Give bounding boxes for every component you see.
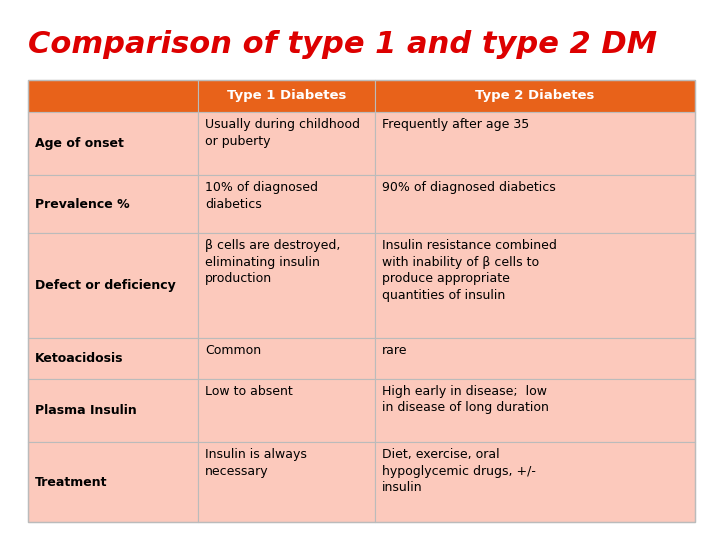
Text: Prevalence %: Prevalence % (35, 198, 130, 211)
Text: Type 1 Diabetes: Type 1 Diabetes (227, 90, 346, 103)
Bar (28, 442, 198, 522)
Text: 10% of diagnosed
diabetics: 10% of diagnosed diabetics (205, 181, 318, 211)
Bar (375, 442, 695, 522)
Text: Low to absent: Low to absent (205, 385, 293, 398)
Bar (28, 338, 198, 379)
Bar (375, 176, 695, 233)
Text: Insulin resistance combined
with inability of β cells to
produce appropriate
qua: Insulin resistance combined with inabili… (382, 239, 557, 301)
Bar (198, 379, 375, 442)
Bar (198, 80, 375, 112)
Text: Ketoacidosis: Ketoacidosis (35, 352, 124, 365)
Text: Usually during childhood
or puberty: Usually during childhood or puberty (205, 118, 360, 147)
Bar (375, 233, 695, 338)
Text: Plasma Insulin: Plasma Insulin (35, 404, 137, 417)
Text: Type 2 Diabetes: Type 2 Diabetes (475, 90, 595, 103)
Bar (198, 442, 375, 522)
Bar (198, 338, 375, 379)
Text: rare: rare (382, 343, 408, 356)
Text: Treatment: Treatment (35, 476, 107, 489)
Bar (375, 338, 695, 379)
Text: Defect or deficiency: Defect or deficiency (35, 279, 176, 292)
Bar (28, 80, 198, 112)
Bar (28, 176, 198, 233)
Bar (28, 112, 198, 176)
Text: 90% of diagnosed diabetics: 90% of diagnosed diabetics (382, 181, 556, 194)
Text: High early in disease;  low
in disease of long duration: High early in disease; low in disease of… (382, 385, 549, 414)
Bar (375, 80, 695, 112)
Bar (28, 80, 695, 522)
Text: Common: Common (205, 343, 261, 356)
Bar (198, 176, 375, 233)
Bar (375, 379, 695, 442)
Text: Age of onset: Age of onset (35, 137, 124, 150)
Text: Diet, exercise, oral
hypoglycemic drugs, +/-
insulin: Diet, exercise, oral hypoglycemic drugs,… (382, 448, 536, 494)
Bar (28, 233, 198, 338)
Bar (198, 233, 375, 338)
Text: Insulin is always
necessary: Insulin is always necessary (205, 448, 307, 478)
Bar (375, 112, 695, 176)
Bar (28, 379, 198, 442)
Text: Frequently after age 35: Frequently after age 35 (382, 118, 529, 131)
Bar (198, 112, 375, 176)
Text: β cells are destroyed,
eliminating insulin
production: β cells are destroyed, eliminating insul… (205, 239, 341, 285)
Text: Comparison of type 1 and type 2 DM: Comparison of type 1 and type 2 DM (28, 30, 657, 59)
